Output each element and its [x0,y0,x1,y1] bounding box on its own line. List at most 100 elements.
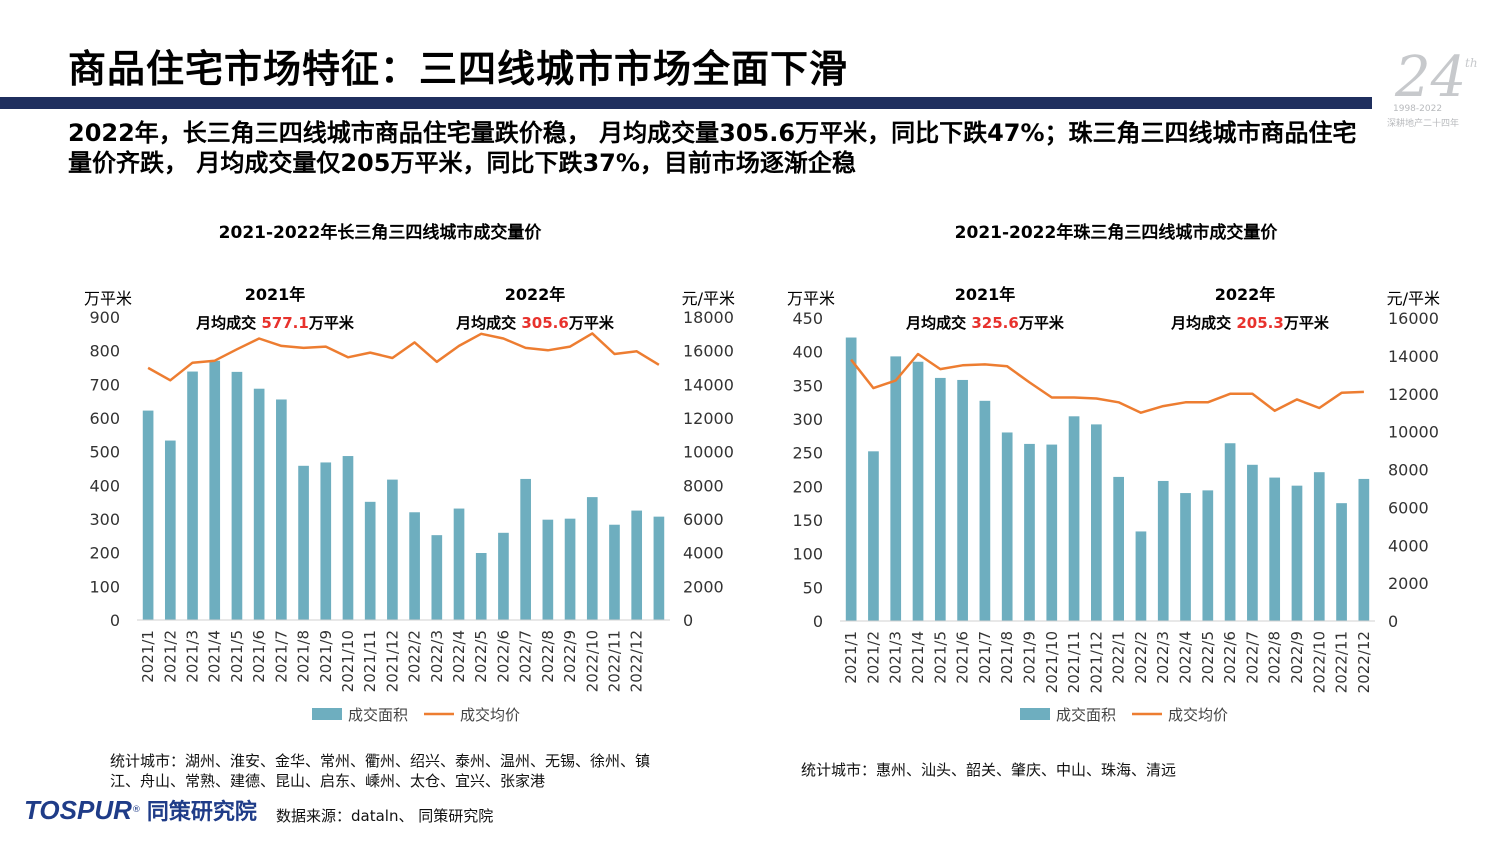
bar [1113,476,1124,621]
bar [1269,477,1281,621]
y2-tick-label: 16000 [683,342,734,361]
legend-swatch-bar [1020,708,1050,720]
x-tick-label: 2021/6 [954,631,972,684]
bar [1202,490,1214,621]
bar [231,371,243,620]
y2-tick-label: 8000 [683,476,724,495]
bar [979,400,991,621]
bar [431,535,443,620]
x-tick-label: 2022/2 [1132,631,1150,684]
y-tick-label: 500 [89,443,120,462]
y-tick-label: 50 [803,578,823,597]
legend-label-price: 成交均价 [460,706,520,724]
x-tick-label: 2022/8 [539,630,557,683]
bar [564,518,576,620]
y2-tick-label: 10000 [683,443,734,462]
x-tick-label: 2021/12 [383,630,401,692]
bar [276,399,287,620]
y-tick-label: 800 [89,342,120,361]
bar [1091,424,1102,621]
bar [1224,443,1236,621]
bar [1001,432,1013,621]
bar [253,388,265,620]
y2-tick-label: 10000 [1388,423,1439,442]
bar [934,377,946,621]
x-tick-label: 2021/2 [864,631,882,684]
annotation-year: 2022年 [505,285,566,304]
bar [1135,531,1147,621]
x-tick-label: 2021/6 [250,630,268,683]
y-tick-label: 400 [89,476,120,495]
x-tick-label: 2021/1 [842,631,860,684]
y2-tick-label: 6000 [683,510,724,529]
x-tick-label: 2022/12 [1355,631,1373,693]
x-tick-label: 2022/8 [1266,631,1284,684]
annotation-monthly-volume: 月均成交 305.6万平米 [455,314,615,332]
title-rule [0,97,1372,109]
x-tick-label: 2021/9 [1020,631,1038,684]
x-tick-label: 2022/5 [1199,631,1217,684]
badge-years: 1998-2022 [1393,104,1443,114]
bar [1068,416,1080,621]
y2-tick-label: 18000 [683,308,734,327]
y-tick-label: 100 [89,577,120,596]
x-tick-label: 2021/2 [161,630,179,683]
x-tick-label: 2021/7 [272,630,290,683]
bar [1180,493,1191,621]
y2-tick-label: 4000 [1388,536,1429,555]
bar [586,497,598,620]
bar [1291,485,1303,621]
y-tick-label: 400 [792,343,823,362]
x-tick-label: 2022/7 [517,630,535,683]
bar [187,371,198,620]
logo-registered: ® [131,805,141,815]
legend-label-area: 成交面积 [1056,706,1116,724]
x-tick-label: 2021/4 [206,630,224,683]
anniversary-badge: 24 th 1998-2022 深耕地产二十四年 [1385,45,1485,130]
bar [845,337,857,621]
x-tick-label: 2021/11 [1065,631,1083,693]
x-tick-label: 2022/3 [1154,631,1172,684]
x-tick-label: 2021/7 [976,631,994,684]
annotation-year: 2021年 [955,285,1016,304]
y-tick-label: 150 [792,511,823,530]
badge-suffix: th [1465,56,1478,70]
y2-tick-label: 14000 [683,375,734,394]
x-tick-label: 2021/3 [887,631,905,684]
y2-tick-label: 12000 [1388,385,1439,404]
badge-number: 24 [1395,45,1467,110]
x-tick-label: 2022/6 [1221,631,1239,684]
x-tick-label: 2022/4 [450,630,468,683]
y-tick-label: 600 [89,409,120,428]
x-tick-label: 2022/4 [1177,631,1195,684]
y2-axis-label: 元/平米 [682,289,735,308]
y-axis-label: 万平米 [84,289,132,308]
bar [320,462,332,620]
bar [498,532,509,620]
bar [1313,472,1325,621]
legend-label-area: 成交面积 [348,706,408,724]
bar [475,553,487,620]
x-tick-label: 2022/6 [494,630,512,683]
x-tick-label: 2021/5 [931,631,949,684]
bar [1358,478,1370,621]
x-tick-label: 2022/11 [1333,631,1351,693]
x-tick-label: 2022/1 [1110,631,1128,684]
x-tick-label: 2021/9 [317,630,335,683]
legend-label-price: 成交均价 [1168,706,1228,724]
bar [409,512,420,620]
y-tick-label: 200 [89,544,120,563]
y-tick-label: 0 [813,612,823,631]
bar [387,479,398,620]
y2-tick-label: 16000 [1388,309,1439,328]
annotation-monthly-volume: 月均成交 577.1万平米 [195,314,355,332]
y-tick-label: 200 [792,477,823,496]
tospur-logo: TOSPUR ® 同策研究院 [24,795,257,826]
page-title: 商品住宅市场特征：三四线城市市场全面下滑 [68,47,849,91]
bar [609,524,620,620]
x-tick-label: 2022/10 [583,630,601,692]
y2-tick-label: 0 [1388,612,1398,631]
y-tick-label: 300 [89,510,120,529]
bar [1046,444,1058,621]
